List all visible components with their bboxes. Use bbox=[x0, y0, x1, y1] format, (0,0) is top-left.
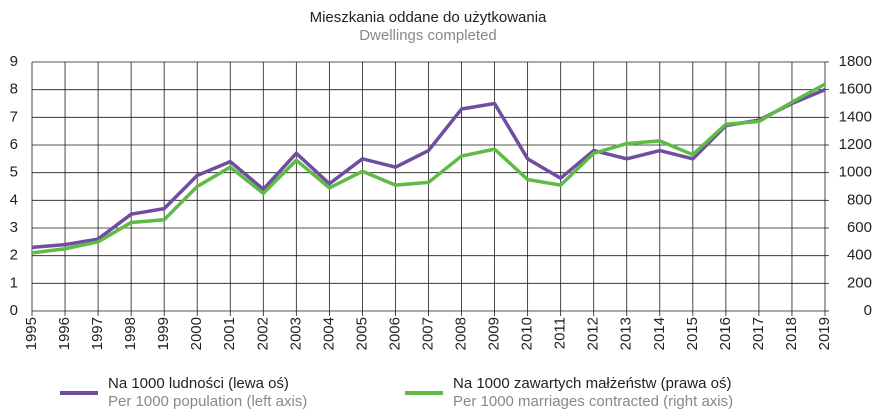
chart-subtitle: Dwellings completed bbox=[359, 27, 497, 44]
y-tick-label: 3 bbox=[10, 219, 18, 236]
y2-tick-label: 200 bbox=[847, 274, 872, 291]
y-tick-label: 8 bbox=[10, 81, 18, 98]
x-tick-label: 2005 bbox=[353, 317, 370, 350]
x-tick-label: 2016 bbox=[717, 317, 734, 350]
y2-tick-label: 400 bbox=[847, 247, 872, 264]
y2-tick-label: 1200 bbox=[839, 136, 872, 153]
y-tick-label: 1 bbox=[10, 274, 18, 291]
legend-label-en: Per 1000 population (left axis) bbox=[108, 393, 307, 410]
x-tick-label: 1995 bbox=[23, 317, 40, 350]
y-tick-label: 2 bbox=[10, 247, 18, 264]
legend-label-en: Per 1000 marriages contracted (right axi… bbox=[453, 393, 733, 410]
x-tick-label: 2009 bbox=[486, 317, 503, 350]
legend-label: Na 1000 zawartych małżeństw (prawa oś) bbox=[453, 375, 731, 392]
y2-tick-label: 1400 bbox=[839, 108, 872, 125]
y-tick-label: 5 bbox=[10, 164, 18, 181]
x-tick-label: 2004 bbox=[320, 317, 337, 350]
x-tick-label: 2002 bbox=[254, 317, 271, 350]
y2-tick-label: 0 bbox=[864, 302, 872, 319]
x-tick-label: 1996 bbox=[56, 317, 73, 350]
y2-tick-label: 1000 bbox=[839, 164, 872, 181]
x-tick-label: 2001 bbox=[221, 317, 238, 350]
x-tick-label: 1999 bbox=[155, 317, 172, 350]
y-tick-label: 6 bbox=[10, 136, 18, 153]
x-tick-label: 1997 bbox=[89, 317, 106, 350]
x-tick-label: 2013 bbox=[618, 317, 635, 350]
x-tick-label: 2012 bbox=[585, 317, 602, 350]
y-tick-label: 9 bbox=[10, 53, 18, 70]
y2-tick-label: 600 bbox=[847, 219, 872, 236]
chart-title: Mieszkania oddane do użytkowania bbox=[310, 9, 547, 26]
x-tick-label: 2015 bbox=[684, 317, 701, 350]
series-line bbox=[31, 82, 826, 255]
x-tick-label: 2010 bbox=[519, 317, 536, 350]
y-tick-label: 4 bbox=[10, 191, 18, 208]
x-tick-label: 2006 bbox=[386, 317, 403, 350]
x-tick-label: 2007 bbox=[419, 317, 436, 350]
x-tick-label: 2017 bbox=[750, 317, 767, 350]
x-tick-label: 2019 bbox=[816, 317, 833, 350]
y2-tick-label: 1800 bbox=[839, 53, 872, 70]
y2-tick-label: 800 bbox=[847, 191, 872, 208]
y-tick-label: 7 bbox=[10, 108, 18, 125]
x-tick-label: 1998 bbox=[122, 317, 139, 350]
x-tick-label: 2000 bbox=[188, 317, 205, 350]
legend-label: Na 1000 ludności (lewa oś) bbox=[108, 375, 289, 392]
x-tick-label: 2014 bbox=[651, 317, 668, 350]
x-tick-label: 2008 bbox=[453, 317, 470, 350]
y-tick-label: 0 bbox=[10, 302, 18, 319]
x-tick-label: 2003 bbox=[287, 317, 304, 350]
series-line bbox=[31, 88, 826, 250]
y2-tick-label: 1600 bbox=[839, 81, 872, 98]
x-tick-label: 2018 bbox=[783, 317, 800, 350]
x-tick-label: 2011 bbox=[552, 317, 569, 349]
